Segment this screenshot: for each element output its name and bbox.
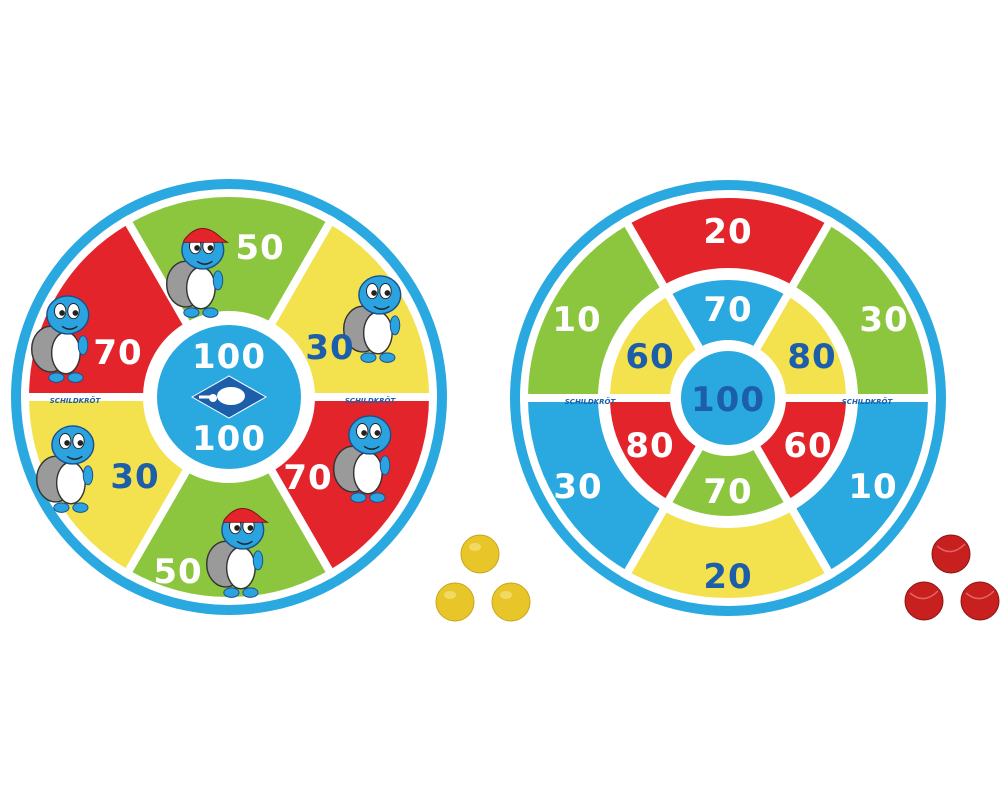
left-sector-score: 70	[93, 333, 142, 373]
right-outer-score: 20	[703, 212, 752, 252]
red-ball[interactable]	[904, 581, 944, 621]
left-sector-score: 50	[153, 552, 202, 592]
left-dartboard: 50 30 70 50 30 70	[11, 179, 447, 615]
right-dartboard: 20 30 10 20 30 10 70 80 60 70 80 60	[510, 180, 946, 616]
right-middle-sector-60[interactable]	[601, 286, 707, 402]
right-middle-score: 80	[787, 337, 836, 377]
right-center-score: 100	[691, 380, 765, 420]
yellow-ball[interactable]	[491, 582, 531, 622]
right-outer-score: 20	[703, 557, 752, 597]
right-outer-score: 30	[859, 300, 908, 340]
turtle-mascot-icon	[30, 295, 90, 383]
right-middle-score: 70	[703, 290, 752, 330]
left-brand-label-west: SCHILDKRÖT	[50, 396, 102, 405]
left-sector-score: 50	[235, 228, 284, 268]
balls	[435, 534, 1000, 622]
right-outer-score: 10	[552, 300, 601, 340]
red-ball[interactable]	[931, 534, 971, 574]
left-brand-label-east: SCHILDKRÖT	[345, 396, 397, 405]
right-middle-score: 60	[783, 426, 832, 466]
left-center-score-top: 100	[192, 337, 266, 377]
yellow-ball[interactable]	[435, 582, 475, 622]
left-sector-30[interactable]	[264, 214, 438, 401]
right-brand-label-east: SCHILDKRÖT	[842, 397, 894, 406]
left-sector-score: 30	[305, 328, 354, 368]
right-brand-label-west: SCHILDKRÖT	[565, 397, 617, 406]
right-outer-score: 10	[848, 467, 897, 507]
yellow-ball[interactable]	[460, 534, 500, 574]
left-sector-score: 70	[283, 458, 332, 498]
turtle-mascot-icon	[342, 275, 402, 363]
right-outer-score: 30	[553, 467, 602, 507]
left-sector-score: 30	[110, 457, 159, 497]
right-bullseye[interactable]	[681, 351, 775, 445]
right-middle-score: 60	[625, 337, 674, 377]
turtle-mascot-icon	[165, 228, 230, 318]
turtle-mascot-icon	[205, 508, 270, 598]
left-center-score-bottom: 100	[192, 419, 266, 459]
turtle-mascot-icon	[332, 415, 392, 503]
turtle-mascot-icon	[35, 425, 95, 513]
red-ball[interactable]	[960, 581, 1000, 621]
right-middle-score: 80	[625, 426, 674, 466]
right-middle-score: 70	[703, 472, 752, 512]
turtle-logo-icon	[190, 375, 268, 419]
